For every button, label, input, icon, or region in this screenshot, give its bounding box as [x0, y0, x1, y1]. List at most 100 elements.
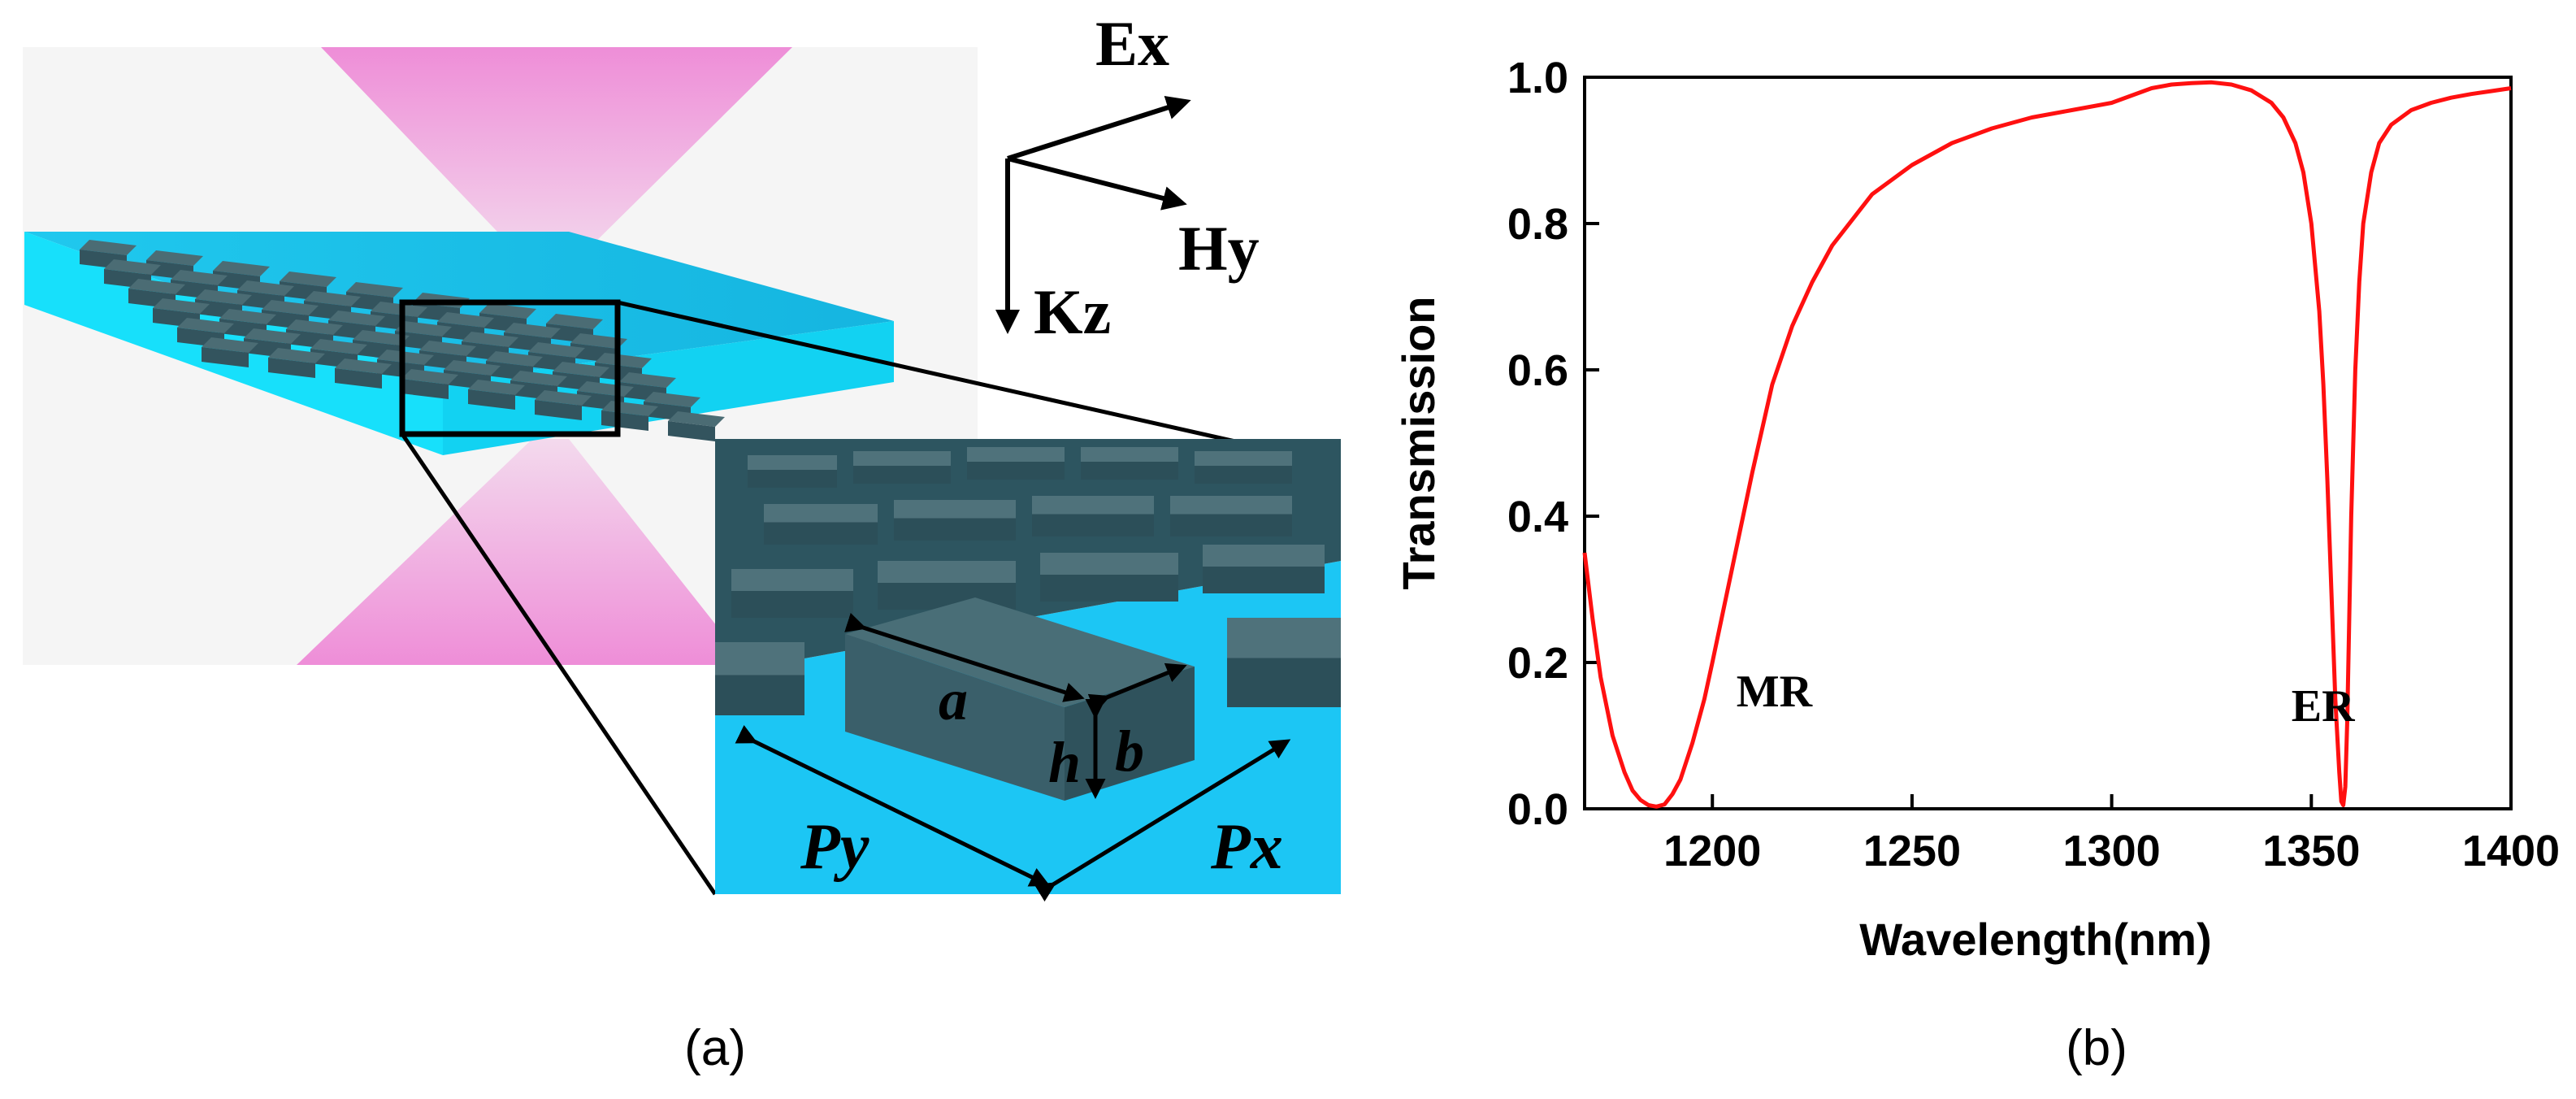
zoom-inset: a h b Py Px	[715, 439, 1341, 902]
array-block	[328, 311, 385, 326]
y-tick-label: 0.0	[1507, 785, 1568, 834]
inset-block-side	[1203, 567, 1325, 593]
inset-block-top	[731, 569, 853, 591]
y-tick-label: 0.6	[1507, 346, 1568, 395]
array-block	[546, 314, 603, 329]
array-block	[262, 300, 319, 315]
inset-block-side	[1040, 575, 1178, 602]
array-block	[80, 240, 137, 255]
array-block	[468, 380, 525, 395]
k-vector-label: Kz	[1034, 276, 1111, 347]
array-block	[510, 371, 567, 386]
array-block-side	[535, 400, 582, 420]
array-block	[219, 309, 276, 324]
plot-frame	[1583, 76, 2513, 810]
array-block-side	[268, 358, 315, 378]
array-block	[462, 332, 518, 347]
caption-a: (a)	[684, 1020, 746, 1076]
array-block-side	[202, 347, 249, 367]
x-tick-label: 1300	[2063, 827, 2161, 875]
inset-block-top	[853, 451, 951, 466]
array-block	[104, 259, 161, 275]
array-block-side	[335, 368, 382, 389]
caption-b: (b)	[2066, 1020, 2127, 1076]
zoom-line-top	[617, 300, 1334, 466]
zoom-line-bottom	[400, 432, 718, 896]
x-tick-label: 1350	[2262, 827, 2360, 875]
array-block	[237, 280, 294, 296]
array-block	[286, 319, 343, 335]
inset-block-side	[1170, 514, 1292, 536]
inset-block-top	[1170, 496, 1292, 515]
inset-block-top	[764, 504, 878, 523]
y-tick-label: 0.8	[1507, 200, 1568, 249]
series-transmission-line	[1582, 80, 2512, 809]
array-block-side	[601, 410, 648, 431]
array-block	[146, 250, 203, 266]
dim-py-label: Py	[800, 811, 870, 883]
array-block	[244, 328, 301, 344]
array-block	[553, 362, 609, 377]
array-block	[310, 339, 367, 354]
array-block	[128, 279, 185, 294]
array-block	[335, 358, 392, 374]
array-block	[177, 318, 234, 333]
inset-block-top	[878, 561, 1016, 583]
inset-block-side	[1195, 466, 1292, 484]
dim-b-label: b	[1115, 719, 1144, 784]
array-block	[668, 411, 725, 427]
array-block	[419, 341, 476, 356]
array-block	[444, 360, 501, 376]
y-tick-label: 1.0	[1507, 54, 1568, 102]
array-block	[280, 271, 336, 287]
inset-block-top	[1195, 451, 1292, 466]
array-block	[535, 390, 592, 406]
array-block	[268, 348, 325, 363]
annotation-mr: MR	[1737, 667, 1813, 717]
block-array	[80, 240, 725, 441]
array-block	[395, 321, 452, 337]
inset-block-top	[748, 455, 837, 470]
inset-block-top	[894, 500, 1016, 519]
array-block	[504, 323, 561, 338]
inset-block-side	[748, 470, 837, 488]
e-field-label: Ex	[1095, 8, 1169, 79]
array-block	[213, 261, 270, 276]
array-block-side	[668, 421, 715, 441]
inset-block-side	[1032, 514, 1154, 536]
array-block	[486, 351, 543, 367]
y-tick-label: 0.4	[1507, 493, 1568, 541]
dim-a-label: a	[939, 667, 968, 732]
array-block-side	[401, 379, 449, 399]
inset-block-side	[715, 675, 804, 715]
x-axis-label: Wavelength(nm)	[1859, 914, 2211, 965]
array-block	[570, 333, 627, 349]
array-block	[595, 353, 652, 368]
dim-h-label: h	[1048, 730, 1081, 795]
array-block	[171, 270, 228, 285]
inset-block-top	[1227, 618, 1341, 658]
x-tick-label: 1400	[2462, 827, 2560, 875]
array-block-side	[468, 389, 515, 410]
array-block	[401, 369, 458, 384]
y-tick-label: 0.2	[1507, 639, 1568, 688]
inset-block-side	[894, 518, 1016, 541]
x-tick-label: 1200	[1663, 827, 1761, 875]
transmitted-beam	[297, 439, 748, 665]
dim-px-label: Px	[1210, 811, 1283, 883]
annotation-er: ER	[2292, 681, 2355, 732]
inset-block-top	[1203, 545, 1325, 567]
array-block	[153, 298, 210, 314]
incident-beam	[321, 47, 792, 268]
inset-block-side	[1227, 658, 1341, 707]
inset-block-side	[731, 591, 853, 618]
array-block	[528, 342, 585, 358]
h-field-label: Hy	[1178, 213, 1260, 284]
array-block	[479, 303, 536, 319]
zoom-region	[399, 299, 621, 437]
inset-block-side	[1081, 462, 1178, 480]
array-block	[195, 289, 252, 305]
array-block	[437, 312, 494, 328]
array-block	[377, 350, 434, 365]
x-tick-label: 1250	[1863, 827, 1961, 875]
